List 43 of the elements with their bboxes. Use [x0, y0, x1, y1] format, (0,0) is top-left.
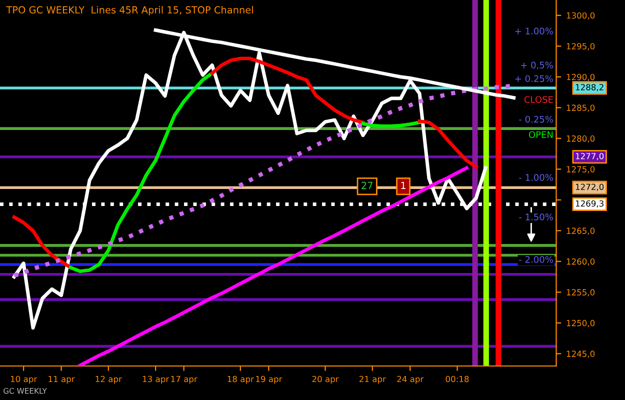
- annotation: - 2.00%: [519, 256, 553, 263]
- x-tick-label: 21 apr: [359, 376, 386, 384]
- annotation: - 1.50%: [519, 214, 553, 220]
- annotation: 1: [401, 182, 406, 189]
- ref-line-label: 1272,0: [576, 184, 604, 191]
- annotation: OPEN: [528, 131, 553, 138]
- annotation: CLOSE: [524, 96, 553, 103]
- annotation: 27: [362, 182, 372, 189]
- y-tick-label: 1275,0: [566, 166, 595, 174]
- x-tick-label: 11 apr: [48, 376, 75, 384]
- ref-line-label: 1269,3: [576, 200, 604, 208]
- ref-line-label: 1277,0: [576, 152, 604, 160]
- annotation: + 1.00%: [515, 28, 553, 34]
- annotation: + 0,5%: [521, 62, 553, 70]
- x-tick-label: 17 apr: [171, 376, 198, 384]
- x-tick-label: 12 apr: [96, 376, 122, 384]
- annotation: - 0.25%: [519, 116, 553, 123]
- x-tick-label: 19 apr: [256, 376, 282, 384]
- y-tick-label: 1260,0: [566, 258, 595, 266]
- y-tick-label: 1285,0: [566, 104, 595, 112]
- x-tick-label: 20 apr: [312, 376, 339, 384]
- line-series: [418, 119, 478, 168]
- x-tick-label: 00:18: [446, 376, 469, 382]
- y-tick-label: 1265,0: [566, 228, 595, 235]
- y-tick-label: 1295,0: [566, 43, 595, 50]
- y-tick-label: 1245,0: [566, 350, 595, 358]
- x-tick-label: 18 apr: [228, 376, 254, 384]
- x-tick-label: 13 apr: [142, 376, 170, 384]
- y-tick-label: 1250,0: [566, 320, 595, 328]
- line-series: [68, 71, 214, 274]
- line-series: [78, 166, 468, 366]
- text: TPO GC WEEKLY Lines 45R April 15, STOP Channel: [6, 6, 253, 16]
- ref-line-label: 1288,2: [576, 84, 604, 92]
- annotation: + 0.25%: [515, 75, 553, 82]
- x-tick-label: 24 apr: [397, 376, 424, 384]
- annotation: - 1.00%: [519, 174, 553, 181]
- y-tick-label: 1290,0: [566, 74, 595, 82]
- line-series: [12, 215, 72, 270]
- y-tick-label: 1280,0: [566, 135, 595, 143]
- line-series: [210, 56, 365, 124]
- x-tick-label: 10 apr: [10, 376, 38, 384]
- y-tick-label: 1300,0: [566, 12, 595, 20]
- y-tick-label: 1255,0: [566, 289, 595, 296]
